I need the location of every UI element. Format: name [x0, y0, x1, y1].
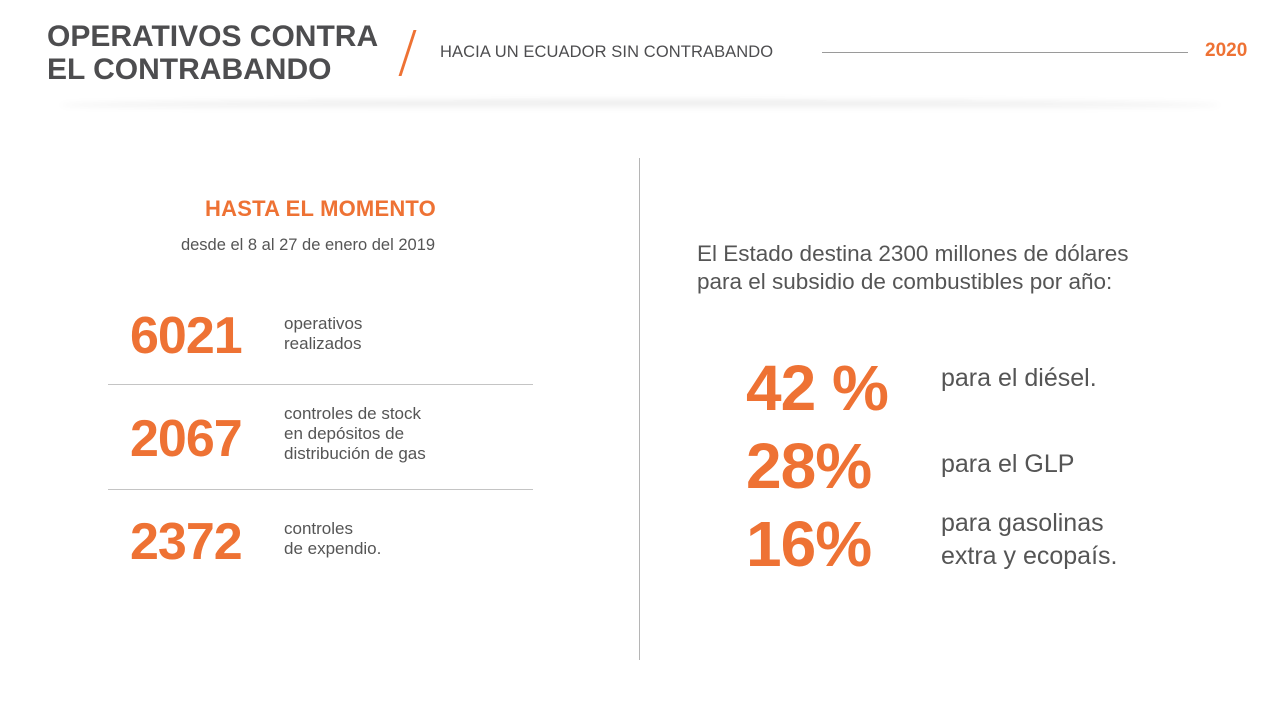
- stat-label-line: controles de stock: [284, 404, 422, 423]
- page-title: OPERATIVOS CONTRA EL CONTRABANDO: [47, 20, 407, 86]
- stat-number: 2067: [130, 410, 243, 468]
- stat-label-line: controles: [284, 519, 353, 538]
- left-heading: HASTA EL MOMENTO: [205, 196, 436, 221]
- stat-label-line: distribución de gas: [284, 444, 426, 463]
- stat-separator: [108, 384, 533, 385]
- stat-label: controles de stock en depósitos de distr…: [284, 404, 524, 464]
- stat-controles-expendio: 2372 controles de expendio.: [108, 506, 533, 606]
- stat-label-line: en depósitos de: [284, 424, 405, 443]
- stat-controles-stock: 2067 controles de stock en depósitos de …: [108, 400, 533, 500]
- subsidy-intro: El Estado destina 2300 millones de dólar…: [697, 240, 1257, 296]
- percent-label-line: para el GLP: [941, 450, 1075, 478]
- percent-diesel: 42 %: [746, 352, 889, 424]
- subsidy-intro-line: El Estado destina 2300 millones de dólar…: [697, 241, 1129, 266]
- stat-label-line: realizados: [284, 334, 362, 353]
- percent-label-line: para gasolinas: [941, 509, 1104, 537]
- stat-number: 6021: [130, 307, 243, 365]
- page-title-line-2: EL CONTRABANDO: [47, 53, 332, 86]
- vertical-divider: [639, 158, 640, 660]
- percent-glp: 28%: [746, 430, 872, 502]
- stat-label: operativos realizados: [284, 314, 524, 354]
- stat-operativos: 6021 operativos realizados: [108, 300, 533, 400]
- percent-label-line: extra y ecopaís.: [941, 542, 1118, 570]
- percent-gasolinas: 16%: [746, 508, 872, 580]
- stat-label: controles de expendio.: [284, 519, 524, 559]
- header-rule: [822, 52, 1188, 53]
- percent-label-diesel: para el diésel.: [941, 362, 1241, 395]
- header-year: 2020: [1205, 40, 1248, 61]
- header-bar: OPERATIVOS CONTRA EL CONTRABANDO HACIA U…: [0, 0, 1280, 104]
- stat-label-line: operativos: [284, 314, 363, 333]
- stat-number: 2372: [130, 513, 243, 571]
- page-title-line-1: OPERATIVOS CONTRA: [47, 20, 379, 53]
- subsidy-intro-line: para el subsidio de combustibles por año…: [697, 269, 1113, 294]
- left-subheading: desde el 8 al 27 de enero del 2019: [180, 236, 436, 254]
- percent-label-glp: para el GLP: [941, 448, 1241, 481]
- stat-label-line: de expendio.: [284, 539, 382, 558]
- header-shadow: [60, 100, 1220, 110]
- stat-separator: [108, 489, 533, 490]
- header-subtitle: HACIA UN ECUADOR SIN CONTRABANDO: [440, 43, 774, 61]
- percent-label-gasolinas: para gasolinas extra y ecopaís.: [941, 507, 1241, 573]
- percent-label-line: para el diésel.: [941, 364, 1097, 392]
